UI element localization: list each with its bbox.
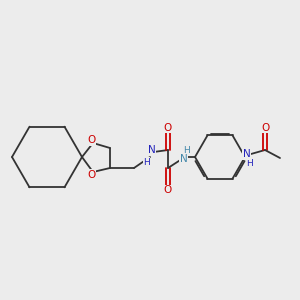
Text: H: H — [183, 146, 190, 155]
Text: O: O — [87, 135, 96, 145]
Text: N: N — [148, 146, 155, 155]
Text: N: N — [243, 149, 250, 159]
Text: O: O — [164, 123, 172, 133]
Text: O: O — [164, 185, 172, 195]
Text: N: N — [180, 154, 188, 164]
Text: O: O — [261, 123, 269, 133]
Text: H: H — [143, 158, 150, 167]
Text: O: O — [87, 170, 96, 180]
Text: H: H — [246, 159, 253, 168]
